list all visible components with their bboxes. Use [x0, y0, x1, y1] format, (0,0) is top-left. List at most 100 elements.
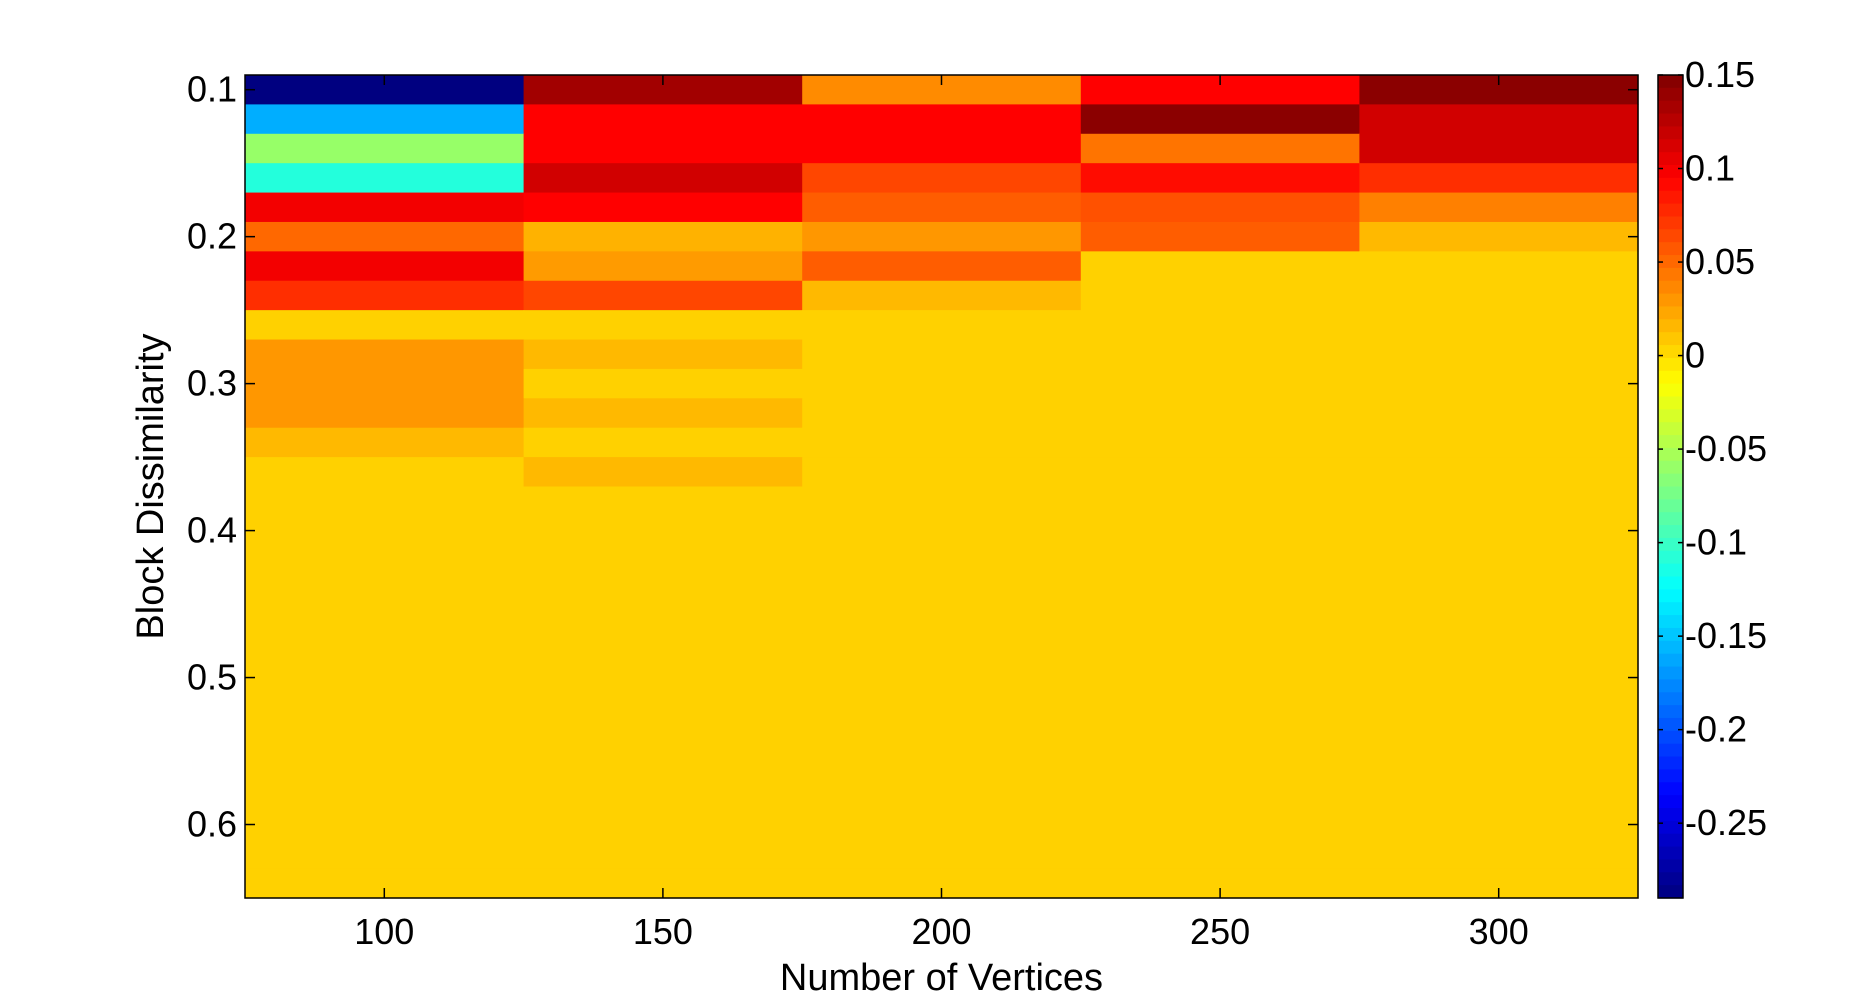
heatmap-cell: [1359, 692, 1639, 723]
x-tick-label: 250: [1190, 911, 1250, 952]
heatmap-cell: [523, 780, 803, 811]
heatmap-cell: [1080, 339, 1360, 370]
heatmap-cell: [1359, 339, 1639, 370]
colorbar-segment: [1658, 717, 1683, 732]
heatmap-cell: [1080, 662, 1360, 693]
heatmap-cell: [802, 368, 1082, 399]
colorbar-tick-label: 0.15: [1685, 54, 1755, 95]
y-axis-label: Block Dissimilarity: [130, 333, 172, 639]
heatmap-cell: [245, 809, 525, 840]
colorbar-segment: [1658, 692, 1683, 706]
colorbar-segment: [1658, 795, 1683, 809]
colorbar-segment: [1658, 126, 1683, 140]
colorbar-segment: [1658, 357, 1683, 372]
colorbar-segment: [1658, 100, 1683, 115]
colorbar-segment: [1658, 216, 1683, 230]
heatmap-cell: [802, 721, 1082, 752]
x-tick-label: 200: [911, 911, 971, 952]
heatmap-cell: [1080, 809, 1360, 840]
colorbar-tick-label: -0.05: [1685, 428, 1767, 469]
colorbar-segment: [1658, 859, 1683, 873]
colorbar-segment: [1658, 499, 1683, 513]
heatmap-cell: [245, 427, 525, 458]
colorbar-segment: [1658, 165, 1683, 179]
heatmap-cell: [1359, 310, 1639, 341]
heatmap-cell: [245, 133, 525, 164]
colorbar-segment: [1658, 756, 1683, 771]
x-axis-label: Number of Vertices: [780, 957, 1103, 999]
heatmap-cell: [523, 280, 803, 311]
heatmap-cell: [1080, 104, 1360, 135]
colorbar-segment: [1658, 589, 1683, 603]
colorbar-segment: [1658, 885, 1683, 899]
heatmap-cell: [523, 251, 803, 282]
heatmap-cell: [523, 221, 803, 252]
heatmap-cell: [802, 192, 1082, 223]
heatmap-cell: [523, 486, 803, 517]
heatmap-cell: [802, 809, 1082, 840]
colorbar-segment: [1658, 576, 1683, 590]
colorbar-segment: [1658, 87, 1683, 102]
heatmap-cell: [802, 133, 1082, 164]
colorbar-segment: [1658, 242, 1683, 256]
x-tick-labels: 100 150 200 250 300: [354, 911, 1528, 952]
heatmap-cell: [802, 339, 1082, 370]
colorbar-tick-label: -0.1: [1685, 522, 1747, 563]
colorbar-segment: [1658, 525, 1683, 539]
heatmap-cell: [523, 633, 803, 664]
x-tick-label: 100: [354, 911, 414, 952]
heatmap-cell: [1359, 398, 1639, 429]
heatmap-cell: [245, 339, 525, 370]
y-tick-labels: 0.1 0.2 0.3 0.4 0.5 0.6: [187, 69, 237, 845]
heatmap-cell: [1359, 751, 1639, 782]
colorbar-segment: [1658, 615, 1683, 629]
heatmap-cell: [1359, 368, 1639, 399]
heatmap-cell: [245, 780, 525, 811]
heatmap-cell: [245, 398, 525, 429]
heatmap-cell: [245, 251, 525, 282]
colorbar-segment: [1658, 177, 1683, 192]
y-tick-label: 0.3: [187, 363, 237, 404]
colorbar-tick-label: -0.2: [1685, 709, 1747, 750]
heatmap-cell: [802, 662, 1082, 693]
colorbar-segment: [1658, 820, 1683, 835]
heatmap-cell: [1080, 398, 1360, 429]
heatmap-cell: [245, 163, 525, 194]
colorbar-segment: [1658, 370, 1683, 385]
heatmap-cell: [523, 427, 803, 458]
heatmap-cell: [1080, 515, 1360, 546]
heatmap-cell: [1359, 604, 1639, 635]
heatmap-cell: [245, 633, 525, 664]
heatmap-cell: [523, 751, 803, 782]
heatmap-cell: [523, 809, 803, 840]
heatmap-cell: [802, 604, 1082, 635]
colorbar-segment: [1658, 332, 1683, 346]
heatmap-cell: [523, 692, 803, 723]
colorbar-segment: [1658, 537, 1683, 552]
colorbar-segment: [1658, 409, 1683, 423]
colorbar-segment: [1658, 769, 1683, 783]
colorbar-segment: [1658, 460, 1683, 475]
colorbar-segment: [1658, 807, 1683, 822]
heatmap-cell: [1359, 251, 1639, 282]
heatmap-cell: [1080, 368, 1360, 399]
colorbar-segment: [1658, 139, 1683, 153]
colorbar-segment: [1658, 563, 1683, 578]
heatmap-cell: [245, 104, 525, 135]
x-tick-label: 300: [1469, 911, 1529, 952]
heatmap-cell: [245, 368, 525, 399]
heatmap-cell: [523, 574, 803, 605]
heatmap-cell: [802, 839, 1082, 870]
heatmap-cell: [802, 221, 1082, 252]
colorbar-segment: [1658, 345, 1683, 359]
colorbar-segment: [1658, 473, 1683, 488]
heatmap-cell: [802, 545, 1082, 576]
heatmap-cell: [523, 398, 803, 429]
heatmap-cell: [245, 692, 525, 723]
heatmap-cell: [802, 104, 1082, 135]
heatmap-cell: [802, 574, 1082, 605]
heatmap-cell: [523, 662, 803, 693]
heatmap-cell: [245, 515, 525, 546]
y-tick-label: 0.4: [187, 510, 237, 551]
heatmap-cell: [245, 604, 525, 635]
